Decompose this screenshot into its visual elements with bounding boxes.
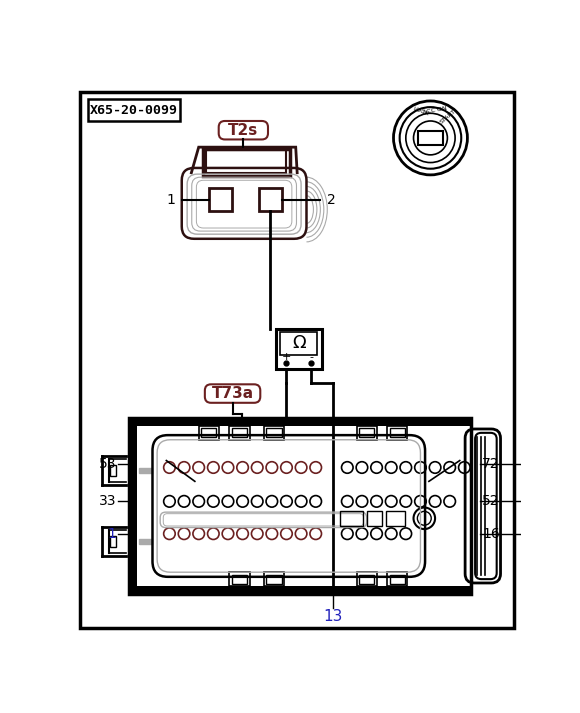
Text: 16: 16 — [482, 527, 500, 540]
Bar — [232, 429, 247, 438]
Bar — [357, 426, 376, 440]
Text: 33: 33 — [99, 494, 117, 508]
Bar — [359, 429, 374, 438]
Bar — [131, 586, 470, 594]
Bar — [204, 149, 289, 175]
Bar — [230, 426, 249, 440]
Bar — [367, 511, 382, 526]
Bar — [129, 420, 137, 593]
Text: START: START — [439, 108, 457, 125]
Text: X65-20-0099: X65-20-0099 — [90, 105, 178, 118]
Bar — [276, 329, 322, 369]
Bar — [390, 575, 405, 584]
Bar — [266, 575, 282, 584]
Text: LOCK: LOCK — [412, 107, 430, 117]
Bar — [386, 511, 405, 526]
Bar — [139, 468, 153, 473]
Bar — [264, 573, 284, 586]
Text: 1: 1 — [166, 193, 176, 207]
Text: 13: 13 — [324, 609, 343, 624]
Bar — [129, 419, 472, 594]
Bar — [359, 575, 374, 584]
Bar — [230, 573, 249, 586]
Bar — [206, 150, 287, 173]
Bar — [387, 573, 407, 586]
Bar — [139, 539, 153, 544]
Bar — [340, 511, 362, 526]
Bar — [131, 419, 470, 426]
Bar — [390, 429, 405, 438]
Bar — [418, 131, 443, 145]
Text: 2: 2 — [327, 193, 335, 207]
Text: Ω: Ω — [292, 334, 306, 352]
Bar — [201, 429, 216, 438]
Bar — [88, 99, 180, 121]
Text: +: + — [282, 352, 291, 361]
Text: T73a: T73a — [212, 386, 253, 401]
Bar — [259, 188, 282, 211]
Bar — [232, 575, 247, 584]
Bar — [209, 188, 232, 211]
Bar — [110, 465, 117, 476]
Text: 1: 1 — [107, 527, 117, 540]
Bar — [387, 426, 407, 440]
Bar — [280, 332, 317, 355]
Bar — [110, 536, 117, 547]
Text: 72: 72 — [482, 458, 499, 471]
Text: T2s: T2s — [228, 123, 259, 138]
Bar — [357, 573, 376, 586]
Text: 52: 52 — [482, 494, 499, 508]
Text: ACC ON: ACC ON — [423, 106, 448, 116]
Text: -: - — [309, 352, 313, 361]
Bar — [264, 426, 284, 440]
Bar — [199, 426, 219, 440]
Bar — [266, 429, 282, 438]
Text: 53: 53 — [99, 458, 117, 471]
